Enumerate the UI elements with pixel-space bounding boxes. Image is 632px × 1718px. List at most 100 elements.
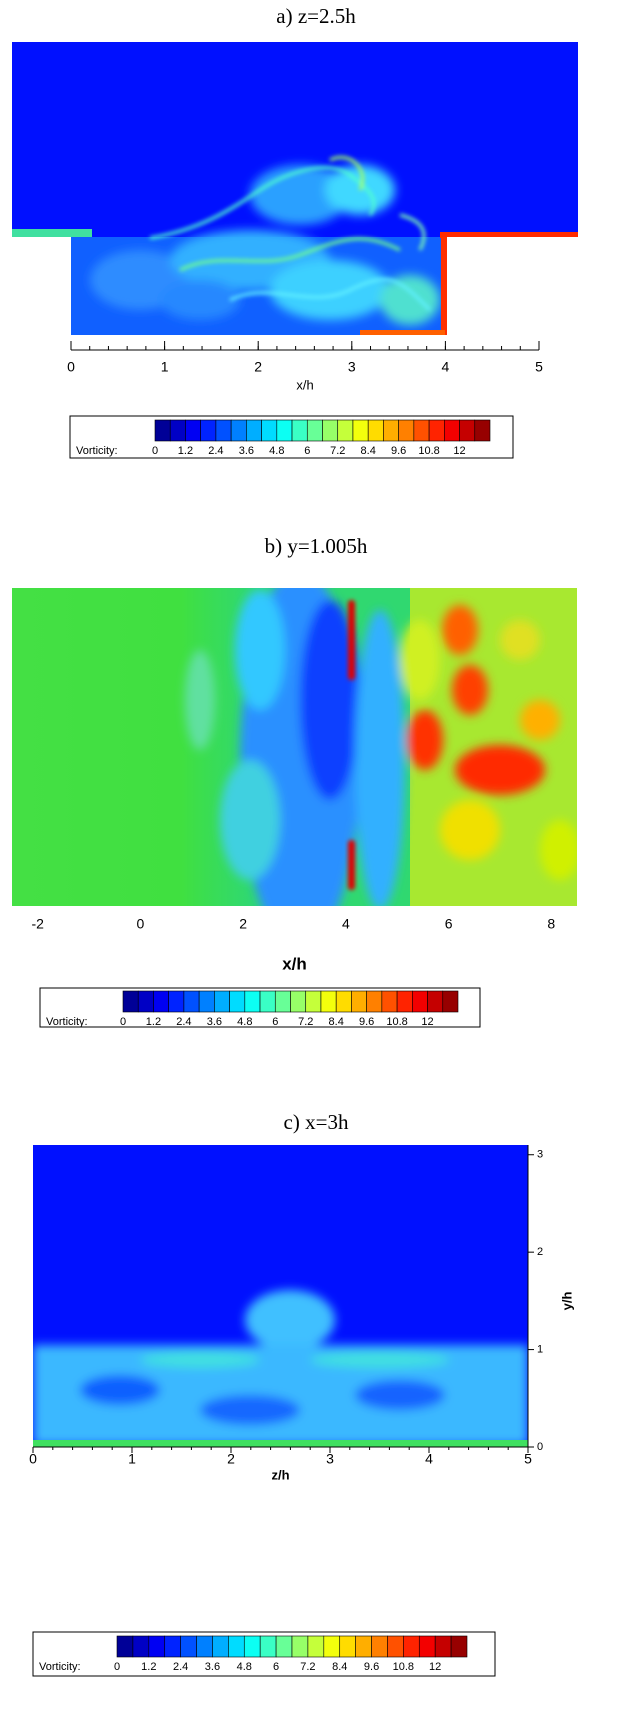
colorbar-tick-label: 10.8: [393, 1661, 414, 1673]
colorbar-cell: [215, 419, 232, 442]
x-tick-label: 4: [442, 359, 450, 375]
colorbar-cell: [180, 1635, 197, 1658]
x-tick-label: 3: [326, 1451, 334, 1467]
field-c: [33, 1145, 528, 1447]
colorbar-cell: [459, 419, 476, 442]
colorbar-cell: [381, 990, 398, 1013]
x-tick-label: 5: [524, 1451, 532, 1467]
colorbar-cell: [122, 990, 139, 1013]
colorbar-cell: [337, 419, 354, 442]
colorbar-tick-label: 12: [453, 445, 465, 457]
colorbar-cell: [398, 419, 415, 442]
colorbar-tick-label: 6: [272, 1016, 278, 1028]
colorbar-cell: [434, 1635, 452, 1658]
colorbar-tick-label: 6: [304, 445, 310, 457]
colorbar-tick-label: 2.4: [176, 1016, 191, 1028]
y-tick-label: 0: [537, 1441, 543, 1453]
x-tick-label: 1: [161, 359, 169, 375]
colorbar-cell: [291, 1635, 309, 1658]
colorbar-cell: [116, 1635, 134, 1658]
x-tick-label: 4: [342, 916, 350, 932]
colorbar-cell: [418, 1635, 436, 1658]
colorbar-tick-label: 6: [273, 1661, 279, 1673]
colorbar-cell: [228, 1635, 245, 1658]
colorbar-cell: [339, 1635, 356, 1658]
colorbar-cell: [291, 419, 308, 442]
colorbar-cell: [229, 990, 246, 1013]
y-tick-label: 3: [537, 1149, 543, 1161]
x-tick-label: 0: [67, 359, 75, 375]
colorbar-tick-label: 0: [120, 1016, 126, 1028]
colorbar-cell: [154, 419, 171, 442]
panel-title: c) x=3h: [284, 1110, 349, 1134]
colorbar-cell: [403, 1635, 420, 1658]
colorbar-cell: [214, 990, 230, 1013]
colorbar-cell: [200, 419, 217, 442]
colorbar-cell: [367, 419, 384, 442]
colorbar-tick-label: 3.6: [239, 445, 254, 457]
colorbar-cell: [383, 419, 399, 442]
colorbar-cell: [275, 1635, 293, 1658]
colorbar-cell: [230, 419, 247, 442]
colorbar-tick-label: 7.2: [330, 445, 345, 457]
colorbar-cell: [169, 419, 186, 442]
y-tick-label: 1: [537, 1343, 543, 1355]
x-tick-label: 4: [425, 1451, 433, 1467]
colorbar-tick-label: 10.8: [418, 445, 439, 457]
colorbar-cell: [244, 990, 261, 1013]
colorbar-cell: [366, 990, 383, 1013]
x-tick-label: 1: [128, 1451, 136, 1467]
x-tick-label: 2: [239, 916, 247, 932]
x-tick-label: 5: [535, 359, 543, 375]
colorbar-cell: [198, 990, 215, 1013]
x-tick-label: 0: [137, 916, 145, 932]
colorbar-cell: [153, 990, 169, 1013]
colorbar-cell: [212, 1635, 229, 1658]
colorbar-cell: [355, 1635, 372, 1658]
y-axis-label: y/h: [559, 1292, 574, 1311]
colorbar-cell: [196, 1635, 213, 1658]
colorbar-cell: [276, 419, 293, 442]
colorbar-cell: [246, 419, 262, 442]
colorbar-label: Vorticity:: [46, 1016, 88, 1028]
colorbar-tick-label: 4.8: [237, 1661, 252, 1673]
colorbar-tick-label: 4.8: [237, 1016, 252, 1028]
field-a: [12, 42, 578, 335]
colorbar-cell: [306, 419, 323, 442]
x-tick-label: 2: [227, 1451, 235, 1467]
colorbar-tick-label: 1.2: [141, 1661, 156, 1673]
colorbar-cell: [450, 1635, 468, 1658]
x-axis-label: x/h: [282, 954, 307, 973]
colorbar-cell: [413, 419, 430, 442]
colorbar-tick-label: 9.6: [359, 1016, 374, 1028]
colorbar-tick-label: 8.4: [332, 1661, 347, 1673]
colorbar-tick-label: 4.8: [269, 445, 284, 457]
colorbar-tick-label: 12: [421, 1016, 433, 1028]
x-axis-label: z/h: [271, 1467, 289, 1482]
colorbar-cell: [412, 990, 428, 1013]
colorbar-tick-label: 0: [152, 445, 158, 457]
panel-title: b) y=1.005h: [265, 534, 368, 558]
colorbar-cell: [243, 1635, 261, 1658]
colorbar-cell: [428, 419, 445, 442]
colorbar-tick-label: 10.8: [386, 1016, 407, 1028]
colorbar-tick-label: 7.2: [300, 1661, 315, 1673]
colorbar-cell: [137, 990, 154, 1013]
colorbar-tick-label: 8.4: [329, 1016, 344, 1028]
colorbar-cell: [335, 990, 352, 1013]
colorbar-cell: [168, 990, 185, 1013]
field-b: [12, 588, 577, 906]
colorbar-cell: [427, 990, 444, 1013]
colorbar-cell: [444, 419, 460, 442]
colorbar-tick-label: 9.6: [364, 1661, 379, 1673]
x-tick-label: 0: [29, 1451, 37, 1467]
colorbar-cell: [396, 990, 413, 1013]
colorbar-tick-label: 2.4: [208, 445, 223, 457]
colorbar-cell: [290, 990, 307, 1013]
colorbar-label: Vorticity:: [76, 445, 118, 457]
colorbar-cell: [183, 990, 200, 1013]
colorbar-cell: [305, 990, 322, 1013]
colorbar-tick-label: 0: [114, 1661, 120, 1673]
colorbar-tick-label: 1.2: [178, 445, 193, 457]
colorbar-tick-label: 9.6: [391, 445, 406, 457]
